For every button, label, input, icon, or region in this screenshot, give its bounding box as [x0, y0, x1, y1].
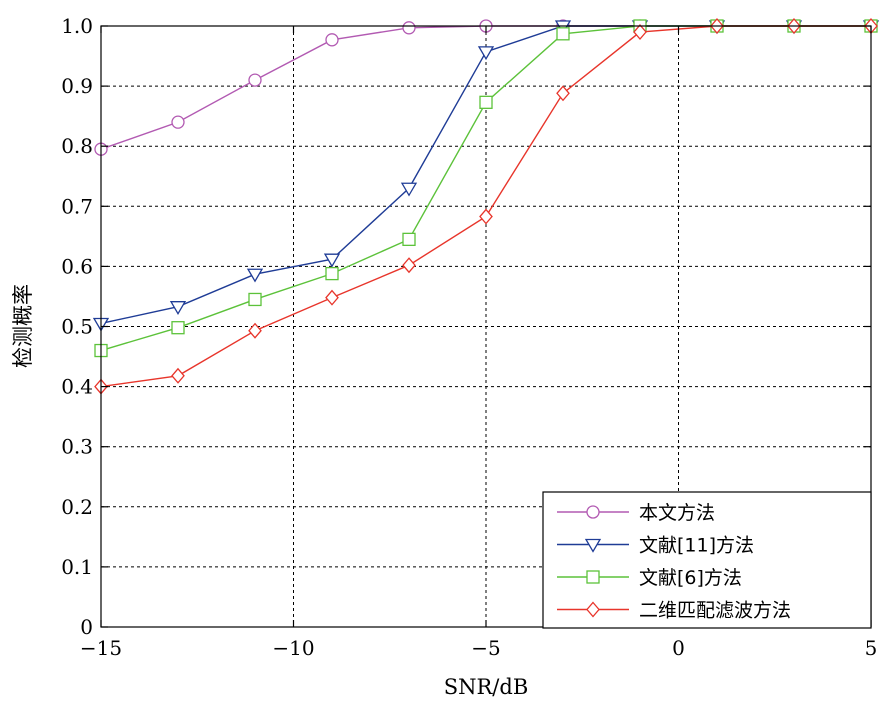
data-point [556, 85, 570, 102]
legend-entry: 本文方法 [557, 502, 715, 524]
y-tick-label: 0.9 [61, 74, 93, 98]
x-tick-label: −15 [80, 636, 122, 660]
data-point [477, 46, 495, 61]
y-tick-label: 0.3 [61, 435, 93, 459]
legend-marker [586, 505, 600, 519]
legend-entry: 文献[11]方法 [557, 535, 754, 557]
y-tick-label: 0.2 [61, 495, 93, 519]
x-tick-label: 5 [865, 636, 878, 660]
legend-entry: 二维匹配滤波方法 [557, 600, 791, 622]
y-tick-label: 1.0 [61, 14, 93, 38]
data-point [402, 257, 416, 274]
data-point [325, 266, 339, 281]
legend-label: 文献[6]方法 [639, 567, 742, 589]
data-point [246, 268, 264, 283]
y-tick-label: 0.7 [61, 194, 93, 218]
data-point [556, 27, 570, 41]
data-point [171, 115, 185, 129]
y-tick-label: 0 [80, 615, 93, 639]
data-point [554, 20, 572, 35]
x-axis-label: SNR/dB [444, 675, 529, 699]
x-tick-label: −5 [471, 636, 500, 660]
data-point [400, 182, 418, 197]
data-point [248, 292, 262, 307]
y-tick-label: 0.1 [61, 555, 93, 579]
y-tick-label: 0.6 [61, 254, 93, 278]
y-axis-label: 检测概率 [11, 284, 35, 368]
series-4 [94, 18, 878, 395]
legend-entry: 文献[6]方法 [557, 567, 742, 589]
data-point [325, 33, 339, 47]
data-point [479, 95, 493, 109]
data-point [479, 208, 493, 225]
legend-marker [584, 538, 602, 553]
legend-marker [586, 570, 600, 584]
y-tick-label: 0.4 [61, 375, 93, 399]
data-point [402, 232, 416, 247]
x-tick-label: 0 [672, 636, 685, 660]
grid-lines [101, 26, 871, 627]
data-point [325, 289, 339, 306]
data-point [248, 73, 262, 87]
data-point [248, 322, 262, 339]
legend-marker [586, 601, 600, 618]
data-point [169, 301, 187, 315]
x-tick-label: −10 [272, 636, 314, 660]
y-tick-label: 0.8 [61, 134, 93, 158]
data-point [171, 321, 185, 335]
legend-label: 二维匹配滤波方法 [639, 600, 791, 622]
y-tick-label: 0.5 [61, 315, 93, 339]
data-point [171, 367, 185, 384]
data-point [633, 24, 647, 41]
legend-label: 文献[11]方法 [639, 535, 754, 557]
legend-label: 本文方法 [639, 502, 715, 524]
tick-layer: −15 −10 −5 0 5 0 0.1 0.2 0.3 0.4 0.5 0.6 0.7 0.8 0.9 1.… [61, 14, 877, 660]
data-point [402, 21, 416, 35]
data-point [323, 253, 341, 268]
